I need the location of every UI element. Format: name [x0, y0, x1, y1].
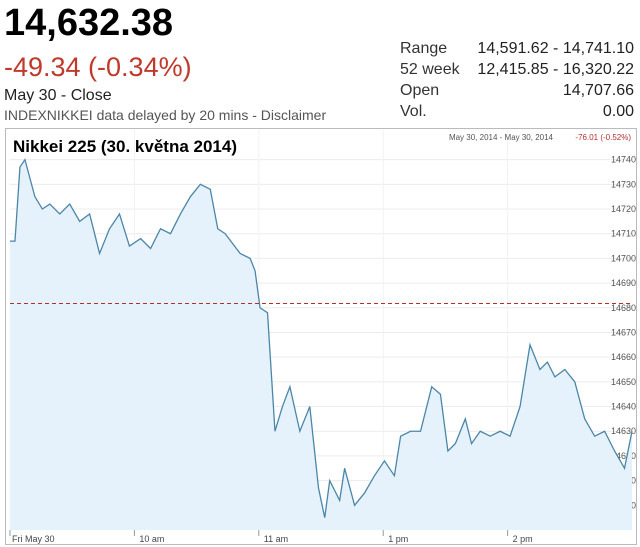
y-tick-label: 14650 [611, 377, 636, 387]
chart-title: Nikkei 225 (30. května 2014) [13, 137, 237, 156]
change: -49.34 (-0.34%) [4, 52, 192, 82]
note: INDEXNIKKEI data delayed by 20 mins - Di… [4, 107, 327, 123]
stat-value: 14,707.66 [562, 82, 634, 99]
legend-change: -76.01 (-0.52%) [575, 133, 631, 142]
x-tick-label: 11 am [264, 534, 288, 544]
stat-label: Range [400, 40, 448, 57]
x-tick-label: 10 am [139, 534, 164, 544]
stat-value: 12,415.85 - 16,320.22 [477, 61, 634, 78]
date: May 30 - Close [4, 87, 112, 104]
stat-label: 52 week [400, 61, 460, 78]
stat-value: 0.00 [602, 103, 634, 120]
price: 14,632.38 [4, 2, 174, 44]
y-tick-label: 14730 [611, 179, 636, 189]
x-tick-label: 1 pm [388, 534, 408, 544]
y-tick-label: 14720 [611, 204, 636, 214]
line [10, 158, 633, 518]
y-tick-label: 14620 [611, 451, 636, 461]
y-tick-label: 14700 [611, 253, 636, 263]
y-tick-label: 14710 [611, 229, 636, 239]
stat-label: Vol. [400, 103, 427, 120]
legend-range: May 30, 2014 - May 30, 2014 [449, 133, 554, 142]
stat-label: Open [400, 82, 440, 99]
stat-value: 14,591.62 - 14,741.10 [477, 40, 634, 57]
x-tick-label: 2 pm [513, 534, 533, 544]
y-tick-label: 14660 [611, 352, 636, 362]
chart: 1460014610146201463014640146501466014670… [5, 128, 637, 545]
y-tick-label: 14640 [611, 402, 636, 412]
y-tick-label: 14670 [611, 327, 636, 337]
y-tick-label: 14630 [611, 426, 636, 436]
x-tick-label: Fri May 30 [12, 534, 55, 544]
y-tick-label: 14680 [611, 303, 636, 313]
y-tick-label: 14740 [611, 155, 636, 165]
y-tick-label: 14690 [611, 278, 636, 288]
